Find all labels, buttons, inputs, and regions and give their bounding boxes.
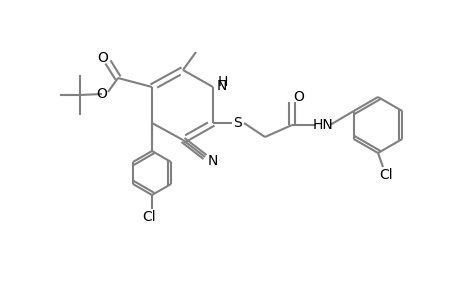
- Text: HN: HN: [312, 118, 333, 132]
- Text: H: H: [218, 75, 228, 89]
- Text: S: S: [233, 116, 242, 130]
- Text: Cl: Cl: [378, 168, 392, 182]
- Text: N: N: [217, 79, 227, 93]
- Text: O: O: [293, 90, 304, 104]
- Text: Cl: Cl: [142, 210, 156, 224]
- Text: N: N: [207, 154, 218, 168]
- Text: O: O: [97, 51, 108, 65]
- Text: O: O: [96, 87, 107, 101]
